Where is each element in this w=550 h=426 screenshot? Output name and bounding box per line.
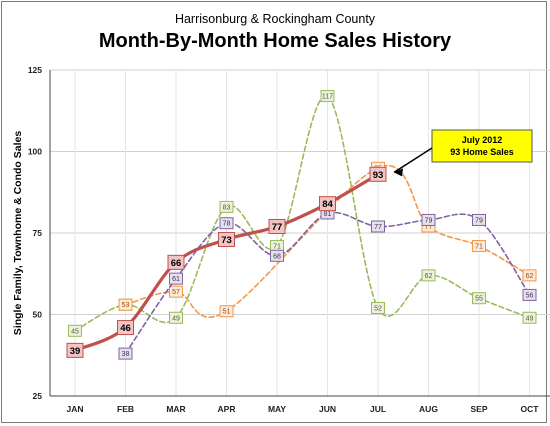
y-tick-label: 100 [28,147,42,157]
data-label: 73 [221,235,232,246]
data-label: 57 [172,289,180,296]
data-point-marker [169,285,183,298]
data-label: 52 [374,305,382,312]
data-label: 93 [373,170,384,181]
y-tick-label: 25 [33,391,43,401]
y-axis-title: Single Family, Townhome & Condo Sales [12,131,24,336]
data-point-marker [268,218,286,234]
callout-text: July 2012 [462,135,503,145]
data-point-marker [117,320,134,336]
data-point-marker [169,311,183,324]
data-label: 117 [322,94,333,101]
x-tick-label: SEP [470,404,487,414]
data-point-marker [319,196,336,212]
data-label: 46 [120,323,131,334]
data-point-marker [421,213,436,226]
data-point-marker [118,347,133,360]
data-point-marker [472,292,486,305]
chart-title: Month-By-Month Home Sales History [98,30,452,52]
data-label: 79 [475,217,483,224]
data-label: 84 [322,199,333,210]
data-point-marker [522,288,537,301]
data-label: 71 [273,244,281,251]
callout-arrowhead [394,168,403,177]
data-point-marker [472,213,486,226]
x-tick-label: JUL [370,404,386,414]
data-point-marker [371,301,385,314]
data-label: 68 [273,253,281,260]
data-label: 45 [71,328,79,335]
x-tick-label: MAR [166,404,185,414]
data-point-marker [421,269,436,282]
data-point-marker [118,298,133,311]
data-label: 61 [172,276,180,283]
data-point-marker [522,311,537,324]
data-point-marker [369,166,387,182]
data-point-marker [169,272,183,285]
data-label: 51 [223,309,231,316]
data-point-marker [219,305,234,318]
data-label: 62 [425,273,433,280]
data-label: 62 [526,273,534,280]
data-point-marker [167,254,185,270]
x-tick-label: APR [218,404,236,414]
x-tick-label: JUN [319,404,336,414]
data-point-marker [371,220,385,233]
data-label: 49 [526,315,534,322]
callout-arrow [393,147,433,173]
data-label: 71 [475,244,483,251]
data-label: 77 [374,224,382,231]
chart-subtitle: Harrisonburg & Rockingham County [174,12,376,26]
data-point-marker [68,324,82,337]
callout-box [431,129,533,163]
data-point-marker [219,200,234,213]
x-tick-label: OCT [521,404,540,414]
data-label: 55 [475,296,483,303]
x-tick-label: FEB [117,404,134,414]
data-label: 78 [223,221,231,228]
y-tick-label: 50 [33,310,43,320]
y-tick-label: 125 [28,65,42,75]
data-label: 77 [272,222,283,233]
data-label: 83 [223,204,231,211]
data-label: 79 [425,217,433,224]
data-point-marker [472,240,486,253]
x-tick-label: AUG [419,404,438,414]
data-label: 53 [122,302,130,309]
data-label: 56 [526,292,534,299]
data-label: 38 [122,351,130,358]
data-label: 39 [70,346,81,357]
data-point-marker [218,232,235,248]
x-tick-label: MAY [268,404,286,414]
x-tick-label: JAN [66,404,83,414]
data-label: 77 [425,224,433,231]
data-point-marker [66,342,84,358]
data-point-marker [522,269,537,282]
data-point-marker [320,90,335,103]
callout-text: 93 Home Sales [450,147,514,157]
data-label: 49 [172,315,180,322]
data-label: 66 [171,258,182,269]
data-label: 81 [324,211,332,218]
y-tick-label: 75 [33,228,43,238]
data-point-marker [270,249,284,262]
data-point-marker [219,217,234,230]
